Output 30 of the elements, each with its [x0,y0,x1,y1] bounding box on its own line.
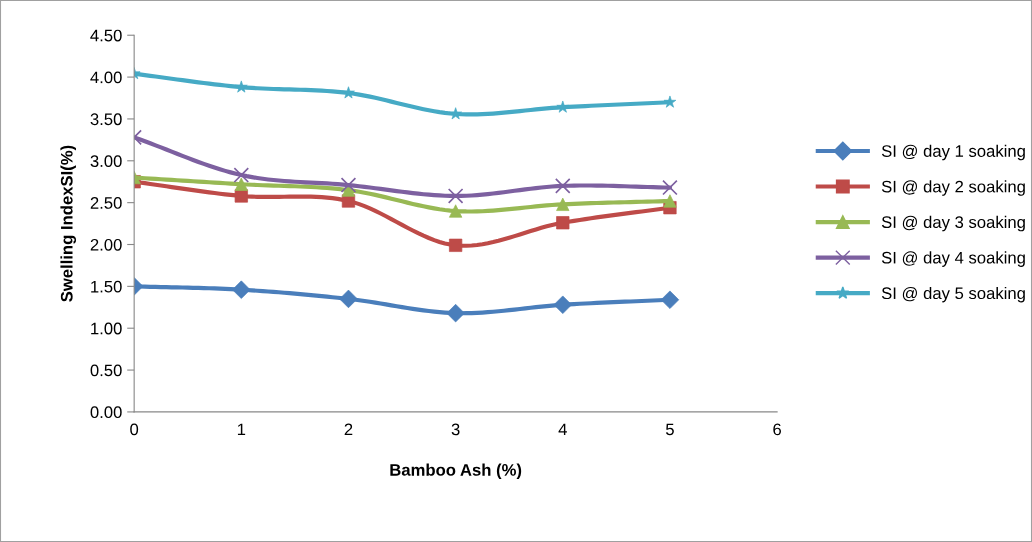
x-tick-label: 5 [665,423,674,436]
x-tick-label: 2 [344,423,353,436]
y-tick-label: 2.50 [90,197,122,209]
x-tick-label: 1 [237,423,246,436]
point [447,188,464,204]
y-tick-label: 1.50 [91,280,122,293]
legend-label: SI @ day 5 soaking [881,286,1025,303]
x-axis-title: Bamboo Ash (%) [390,463,522,480]
point [340,177,357,193]
x-tick-label: 4 [558,423,567,436]
legend-label: SI @ day 1 soaking [881,144,1025,161]
y-tick-label: 3.00 [90,155,122,167]
x-tick-label: 0 [130,423,139,436]
y-tick-label: 4.50 [90,29,122,42]
point [555,178,571,194]
point [556,216,570,230]
y-tick-label: 4.00 [90,71,122,84]
legend-label: SI @ day 4 soaking [881,251,1025,267]
x-tick-label: 6 [773,423,781,436]
legend-label: SI @ day 2 soaking [881,180,1025,196]
x-tick-label: 3 [451,423,460,436]
y-tick-label: 1.00 [91,322,122,335]
y-tick-label: 0.50 [90,364,122,377]
y-tick-label: 3.50 [90,113,122,126]
point [662,179,678,196]
y-tick-label: 0.00 [90,406,122,419]
y-tick-label: 2.00 [90,238,122,251]
legend-label: SI @ day 3 soaking [881,215,1025,232]
point [233,167,250,183]
y-axis-title: Swelling IndexSI(%) [60,145,77,302]
